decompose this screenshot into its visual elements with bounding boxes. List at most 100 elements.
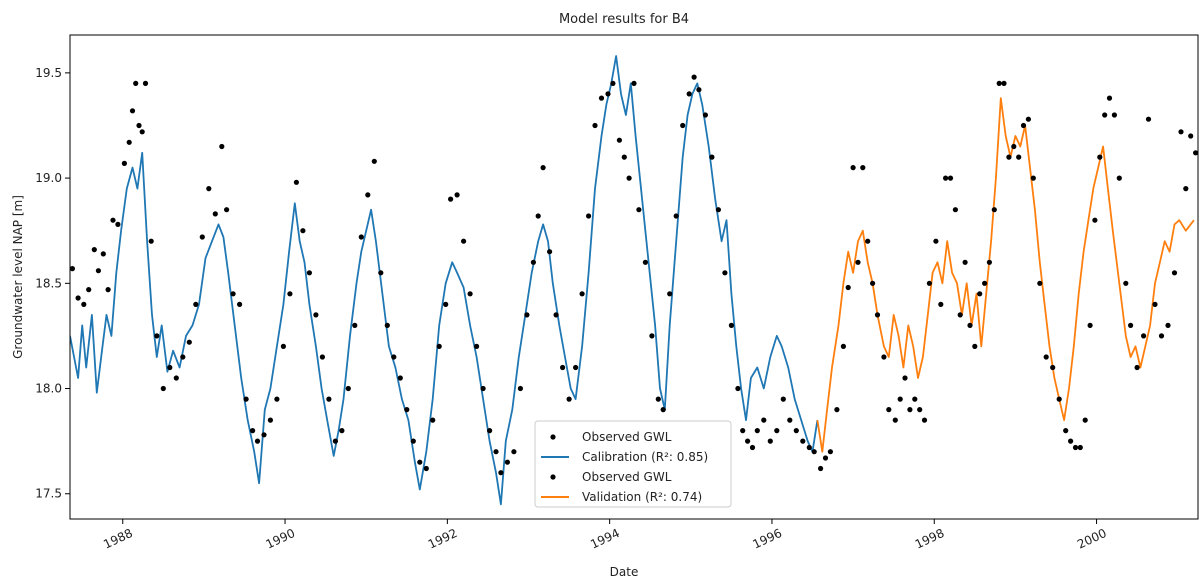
observed-point: [1188, 133, 1194, 139]
x-tick-label: 1990: [264, 526, 298, 552]
x-tick-label: 1996: [750, 526, 784, 552]
observed-point: [811, 449, 817, 455]
observed-point: [287, 291, 293, 297]
legend-label-observed-1: Observed GWL: [582, 430, 672, 444]
observed-point: [696, 87, 702, 93]
observed-point: [991, 207, 997, 213]
observed-point: [1145, 116, 1152, 122]
observed-point: [352, 322, 358, 328]
observed-point: [230, 291, 236, 297]
observed-point: [586, 213, 592, 219]
observed-point: [709, 154, 715, 160]
observed-point: [224, 207, 230, 213]
observed-point: [154, 333, 160, 339]
observed-point: [443, 301, 449, 307]
observed-point: [306, 270, 312, 276]
x-axis-label: Date: [610, 565, 639, 579]
observed-point: [947, 175, 954, 181]
observed-point: [660, 407, 666, 413]
observed-point: [110, 217, 116, 223]
observed-point: [774, 428, 780, 434]
observed-point: [1178, 129, 1184, 135]
observed-point: [621, 154, 627, 160]
observed-point: [592, 122, 598, 129]
observed-point: [982, 280, 988, 286]
observed-point: [100, 251, 106, 257]
observed-point: [193, 301, 199, 307]
observed-point: [1158, 333, 1165, 339]
observed-point: [199, 234, 205, 240]
observed-point: [626, 175, 632, 181]
observed-point: [1134, 364, 1140, 371]
observed-point: [1128, 322, 1134, 328]
observed-point: [806, 444, 812, 451]
observed-point: [339, 428, 345, 434]
observed-point: [91, 247, 97, 253]
chart-title: Model results for B4: [559, 12, 689, 27]
observed-point: [75, 295, 81, 301]
observed-point: [845, 284, 851, 291]
observed-point: [840, 343, 847, 349]
observed-point: [745, 438, 751, 444]
observed-point: [938, 301, 944, 307]
observed-point: [280, 343, 286, 349]
observed-point: [680, 122, 686, 129]
observed-point: [874, 312, 881, 318]
observed-point: [655, 396, 661, 402]
observed-point: [967, 322, 973, 328]
observed-point: [865, 238, 871, 244]
observed-point: [1006, 154, 1012, 160]
observed-point: [326, 396, 332, 402]
observed-point: [319, 354, 325, 360]
observed-point: [417, 459, 423, 465]
observed-point: [261, 432, 267, 438]
observed-point: [860, 165, 866, 171]
observed-point: [822, 455, 829, 461]
observed-point: [1152, 301, 1158, 307]
observed-point: [1111, 112, 1117, 118]
y-axis: 17.5 18.0 18.5 19.0 19.5: [35, 66, 70, 501]
x-axis: 1988 1990 1992 1994 1996 1998 2000: [101, 519, 1109, 552]
observed-point: [180, 354, 186, 360]
observed-point: [378, 270, 384, 276]
x-tick-label: 1992: [426, 526, 460, 552]
observed-point: [1087, 322, 1093, 328]
observed-point: [219, 143, 225, 150]
observed-point: [95, 268, 101, 274]
observed-point: [818, 465, 824, 472]
observed-point: [735, 385, 741, 392]
observed-point: [1193, 150, 1198, 156]
observed-point: [243, 396, 249, 402]
observed-point: [267, 417, 273, 423]
observed-point: [892, 417, 898, 423]
observed-point: [673, 213, 679, 219]
observed-point: [1016, 154, 1022, 160]
observed-point: [212, 211, 218, 217]
legend-marker-observed-2: [550, 474, 556, 480]
observed-point: [535, 213, 541, 219]
observed-point: [300, 228, 306, 234]
observed-point: [105, 287, 111, 293]
observed-point: [430, 417, 436, 423]
y-tick-label: 17.5: [35, 487, 62, 501]
y-axis-label: Groundwater level NAP [m]: [11, 195, 25, 359]
observed-point: [504, 459, 510, 465]
observed-point: [1141, 333, 1147, 339]
observed-point: [524, 312, 530, 318]
observed-point: [454, 192, 460, 198]
observed-point: [345, 385, 351, 392]
observed-point: [410, 438, 416, 444]
observed-point: [952, 207, 959, 213]
observed-point: [943, 175, 949, 181]
observed-point: [81, 301, 87, 307]
calibration-line: [70, 55, 819, 506]
legend-entry-observed-1: Observed GWL: [550, 430, 672, 444]
observed-point: [139, 129, 145, 135]
observed-point: [167, 364, 173, 371]
observed-point: [902, 375, 908, 381]
observed-point: [855, 259, 861, 265]
observed-point: [850, 165, 856, 171]
plot-frame: [69, 34, 1199, 520]
observed-point: [397, 375, 403, 381]
